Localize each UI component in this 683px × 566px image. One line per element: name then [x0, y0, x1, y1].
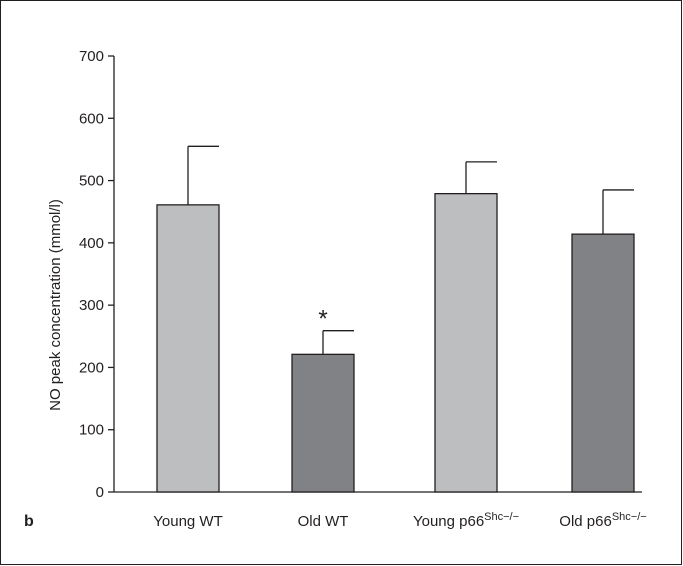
y-tick-label: 0	[96, 484, 104, 501]
bar	[156, 204, 220, 493]
x-category-label: Young p66Shc−/−	[413, 511, 519, 530]
y-tick-label: 100	[79, 422, 104, 439]
y-tick-label: 200	[79, 359, 104, 376]
bar	[571, 233, 635, 493]
x-category-label: Young WT	[153, 513, 223, 530]
y-tick-label: 700	[79, 48, 104, 65]
bars	[156, 145, 635, 493]
y-tick-label: 500	[79, 173, 104, 190]
y-tick-label: 400	[79, 235, 104, 252]
x-category-label: Old p66Shc−/−	[559, 511, 646, 530]
x-category-label: Old WT	[298, 513, 349, 530]
y-tick-label: 600	[79, 110, 104, 127]
labels: 0 100 200 300 400 500 600 700 Young WT Old WT Youn…	[79, 48, 647, 530]
y-tick-label: 300	[79, 297, 104, 314]
y-axis-label: NO peak concentration (mmol/l)	[47, 199, 64, 411]
bar	[434, 193, 498, 493]
panel-label: b	[24, 513, 34, 530]
significance-marker: *	[318, 306, 327, 333]
bar	[291, 353, 355, 493]
